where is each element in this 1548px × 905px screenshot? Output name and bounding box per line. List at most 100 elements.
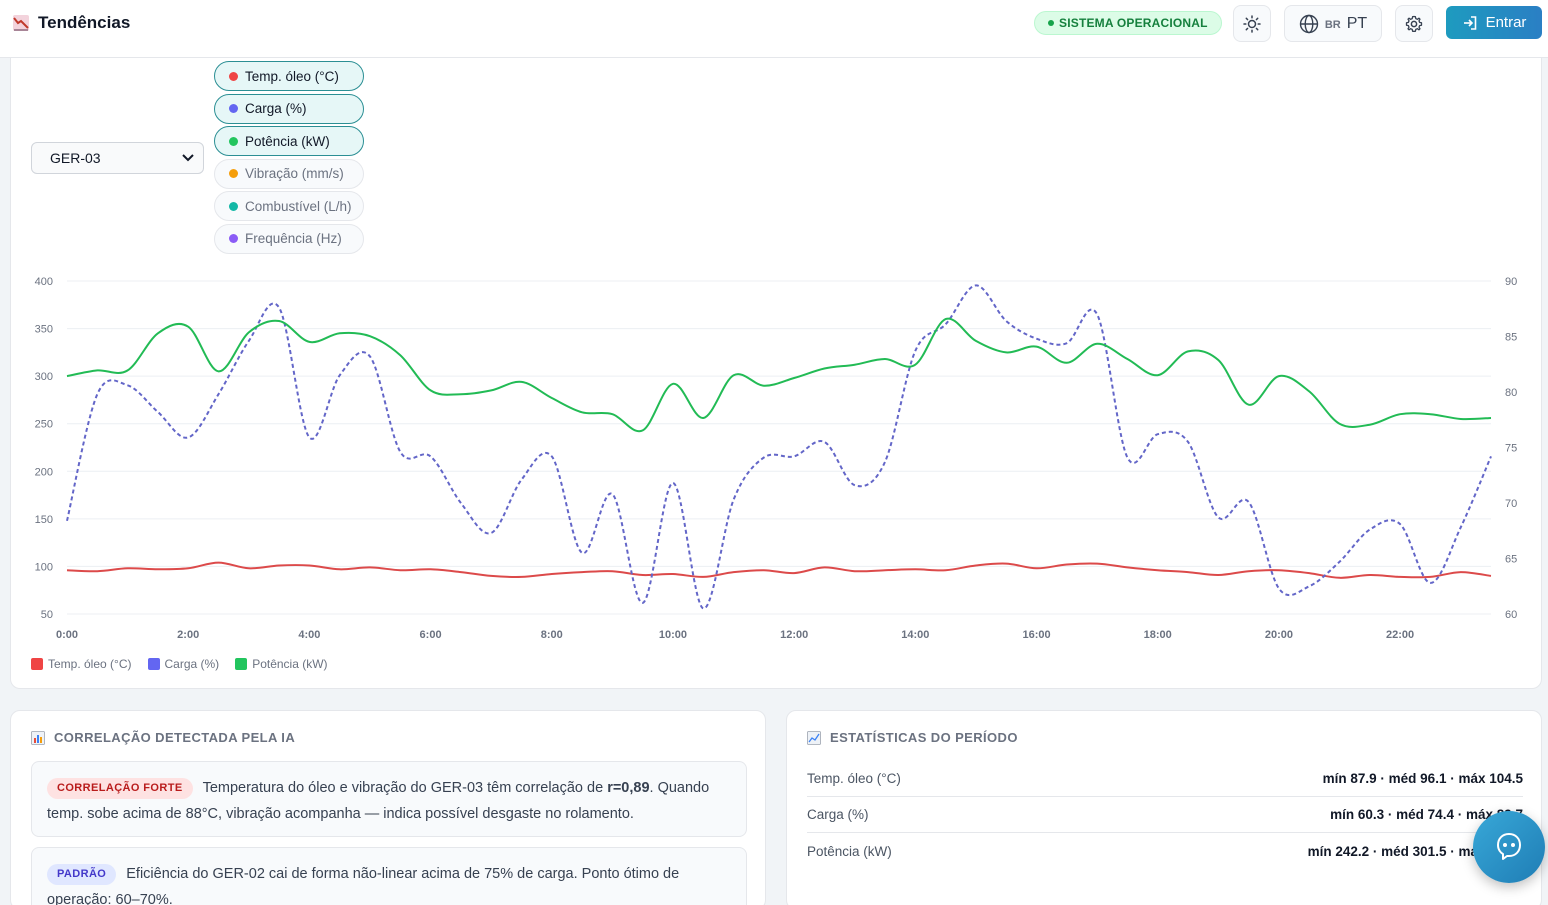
insight-badge: CORRELAÇÃO FORTE: [47, 778, 193, 799]
status-dot-icon: [1048, 20, 1054, 26]
metric-color-dot-icon: [229, 234, 238, 243]
stats-row-value: mín 60.3 · méd 74.4 · máx 89.7: [1330, 807, 1523, 822]
legend-item[interactable]: Potência (kW): [235, 657, 328, 671]
status-text: SISTEMA OPERACIONAL: [1059, 16, 1208, 30]
metric-chip-label: Temp. óleo (°C): [245, 68, 339, 84]
y-left-tick-label: 100: [35, 561, 53, 573]
stats-row: Temp. óleo (°C) mín 87.9 · méd 96.1 · má…: [807, 761, 1523, 797]
stats-row-label: Temp. óleo (°C): [807, 771, 901, 786]
theme-toggle-button[interactable]: [1233, 5, 1271, 42]
metric-chip[interactable]: Temp. óleo (°C): [214, 61, 364, 91]
y-left-tick-label: 150: [35, 514, 53, 526]
insight-card-pattern: PADRÃO Eficiência do GER-02 cai de forma …: [31, 847, 747, 905]
x-tick-label: 6:00: [420, 629, 442, 641]
insight-text: Temperatura do óleo e vibração do GER-03…: [202, 780, 608, 796]
language-code: PT: [1346, 14, 1368, 32]
x-tick-label: 4:00: [298, 629, 320, 641]
legend-label: Temp. óleo (°C): [48, 657, 132, 671]
period-stats-card: ESTATÍSTICAS DO PERÍODO Temp. óleo (°C) …: [786, 710, 1542, 905]
x-tick-label: 0:00: [56, 629, 78, 641]
legend-swatch-icon: [235, 658, 248, 670]
metric-chip-label: Potência (kW): [245, 133, 330, 149]
correlation-title-text: CORRELAÇÃO DETECTADA PELA IA: [54, 730, 296, 745]
x-tick-label: 16:00: [1022, 629, 1050, 641]
stats-row-label: Carga (%): [807, 807, 869, 822]
insight-text: Eficiência do GER-02 cai de forma não-li…: [47, 866, 680, 905]
correlation-title: CORRELAÇÃO DETECTADA PELA IA: [31, 730, 295, 745]
correlation-card: CORRELAÇÃO DETECTADA PELA IA CORRELAÇÃO …: [10, 710, 766, 905]
generator-select[interactable]: GER-03: [31, 142, 204, 174]
x-tick-label: 18:00: [1144, 629, 1172, 641]
y-left-tick-label: 400: [35, 276, 53, 288]
series-line-1: [66, 561, 1492, 579]
stats-row-value: mín 87.9 · méd 96.1 · máx 104.5: [1322, 771, 1523, 786]
legend-swatch-icon: [31, 658, 43, 670]
metric-chip[interactable]: Potência (kW): [214, 126, 364, 156]
language-button[interactable]: BR PT: [1284, 5, 1382, 42]
trend-chart-icon: [13, 15, 29, 31]
y-right-tick-label: 70: [1505, 498, 1517, 510]
stats-row: Carga (%) mín 60.3 · méd 74.4 · máx 89.7: [807, 797, 1523, 833]
login-label: Entrar: [1485, 14, 1527, 31]
trend-chart-card: GER-03 Temp. óleo (°C) Carga (%) Potência …: [10, 58, 1542, 689]
metric-color-dot-icon: [229, 71, 238, 81]
legend-item[interactable]: Temp. óleo (°C): [31, 657, 132, 671]
x-tick-label: 8:00: [541, 629, 563, 641]
metric-chip-label: Vibração (mm/s): [245, 166, 344, 181]
legend-label: Carga (%): [164, 657, 220, 671]
ai-assistant-button[interactable]: [1473, 811, 1545, 883]
metric-color-dot-icon: [229, 201, 238, 211]
x-tick-label: 12:00: [780, 629, 808, 641]
x-tick-label: 2:00: [177, 629, 199, 641]
sun-icon: [1243, 14, 1261, 33]
metric-color-dot-icon: [229, 136, 238, 146]
y-right-tick-label: 85: [1505, 332, 1517, 344]
y-right-tick-label: 75: [1505, 443, 1517, 455]
gear-icon: [1405, 15, 1423, 32]
legend-item[interactable]: Carga (%): [147, 657, 220, 671]
series-line-3: [66, 317, 1492, 433]
login-button[interactable]: Entrar: [1446, 6, 1542, 39]
metric-chip[interactable]: Frequência (Hz): [214, 223, 364, 254]
x-tick-label: 14:00: [901, 629, 929, 641]
globe-icon: [1299, 14, 1319, 33]
chart-legend: Temp. óleo (°C) Carga (%) Potência (kW): [31, 657, 328, 671]
stats-row-value: mín 242.2 · méd 301.5 · máx 363.5: [1307, 843, 1523, 859]
metric-chip-label: Frequência (Hz): [245, 231, 342, 246]
metric-chip[interactable]: Vibração (mm/s): [214, 158, 364, 189]
x-tick-label: 10:00: [659, 629, 687, 641]
stats-title-text: ESTATÍSTICAS DO PERÍODO: [830, 730, 1018, 745]
legend-swatch-icon: [147, 658, 160, 670]
x-tick-label: 20:00: [1265, 629, 1293, 641]
metric-color-dot-icon: [229, 169, 238, 178]
brand: Tendências: [12, 13, 130, 33]
x-tick-label: 22:00: [1386, 629, 1414, 641]
settings-button[interactable]: [1395, 5, 1433, 42]
insight-highlight: r=0,89: [607, 780, 650, 796]
chevron-down-icon: [182, 154, 194, 162]
y-right-tick-label: 90: [1505, 276, 1517, 288]
y-left-tick-label: 350: [35, 324, 53, 336]
stats-row-label: Potência (kW): [807, 843, 892, 859]
page-title: Tendências: [38, 13, 131, 32]
metric-chip[interactable]: Carga (%): [214, 93, 364, 124]
y-left-tick-label: 250: [35, 419, 53, 431]
insight-card-strong: CORRELAÇÃO FORTE Temperatura do óleo e vi…: [31, 761, 747, 837]
y-left-tick-label: 200: [35, 466, 53, 478]
stats-title: ESTATÍSTICAS DO PERÍODO: [807, 730, 1018, 745]
metric-chip-label: Combustível (L/h): [245, 198, 352, 214]
metric-chip-label: Carga (%): [245, 101, 307, 116]
metric-chip[interactable]: Combustível (L/h): [214, 191, 364, 221]
stats-row: Potência (kW) mín 242.2 · méd 301.5 · má…: [807, 833, 1523, 869]
top-bar: Tendências SISTEMA OPERACIONAL BR PT: [0, 0, 1548, 58]
series-line-2: [66, 284, 1492, 610]
status-badge: SISTEMA OPERACIONAL: [1034, 11, 1222, 35]
metric-color-dot-icon: [229, 104, 238, 113]
login-icon: [1463, 15, 1476, 30]
robot-assistant-icon: [1497, 833, 1521, 860]
trend-line-chart: 400 350 300 250 200 150 100 50 90 85 80 75 70 65 60 0:0…: [35, 276, 1518, 641]
y-left-tick-label: 50: [41, 609, 53, 621]
y-right-tick-label: 60: [1505, 609, 1517, 621]
language-flag: BR: [1324, 19, 1341, 31]
generator-select-value: GER-03: [50, 150, 101, 166]
